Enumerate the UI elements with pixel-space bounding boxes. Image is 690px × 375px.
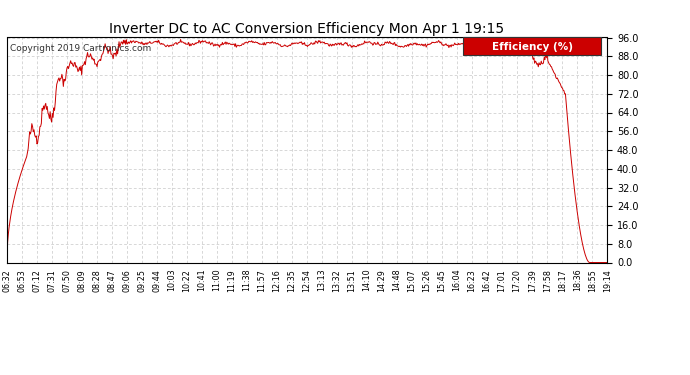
Text: Copyright 2019 Cartronics.com: Copyright 2019 Cartronics.com	[10, 44, 151, 53]
Text: Efficiency (%): Efficiency (%)	[492, 42, 573, 51]
Title: Inverter DC to AC Conversion Efficiency Mon Apr 1 19:15: Inverter DC to AC Conversion Efficiency …	[110, 22, 504, 36]
FancyBboxPatch shape	[463, 38, 601, 56]
